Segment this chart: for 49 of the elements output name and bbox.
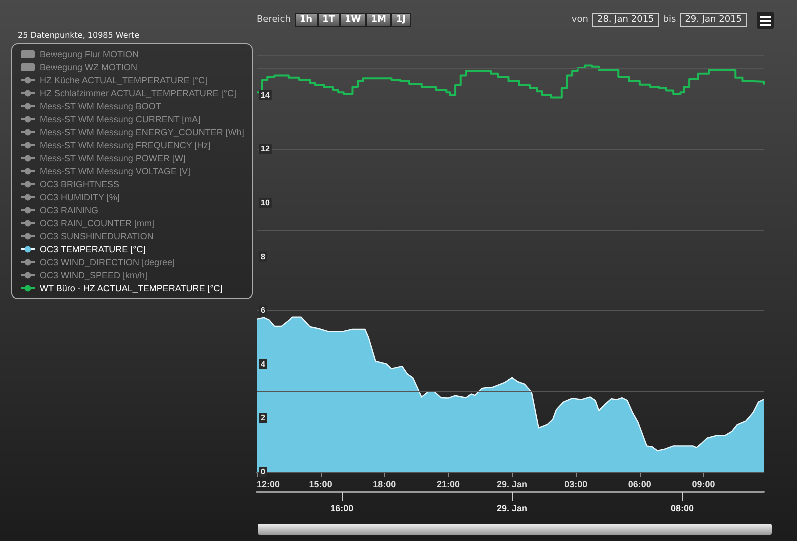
text: 1h	[294, 13, 318, 27]
legend-label: Mess-ST WM Messung FREQUENCY [Hz]	[40, 140, 211, 150]
x-tick-label: 18:00	[373, 480, 396, 490]
text: von	[572, 15, 588, 25]
x-tick-label: 09:00	[692, 480, 716, 490]
x-tick-label: 29. Jan	[497, 480, 528, 490]
text: 29. Jan 2015	[680, 13, 747, 27]
y-tick-label: 8	[261, 252, 266, 262]
x-tick-label: 21:00	[436, 480, 460, 490]
legend-label: Mess-ST WM Messung BOOT	[40, 102, 162, 112]
y-tick-label: 6	[261, 306, 266, 316]
text: bis	[663, 15, 676, 25]
x2-tick-label: 08:00	[670, 504, 694, 514]
text: 25 Datenpunkte, 10985 Werte	[18, 31, 140, 40]
legend-label: Mess-ST WM Messung POWER [W]	[40, 154, 186, 164]
legend-label: OC3 WIND_SPEED [km/h]	[40, 270, 148, 280]
x-tick-label: 06:00	[628, 480, 652, 490]
y-tick-label: 10	[261, 198, 270, 208]
legend-label: OC3 RAIN_COUNTER [mm]	[40, 218, 155, 228]
x-tick-label: 15:00	[309, 480, 332, 490]
x2-tick-label: 16:00	[330, 504, 354, 514]
y-tick-label: 4	[261, 360, 266, 369]
legend-label: Mess-ST WM Messung ENERGY_COUNTER [Wh]	[40, 128, 244, 138]
legend-label: OC3 RAINING	[40, 206, 99, 216]
y-tick-label: 14	[261, 90, 270, 100]
legend-label: Bewegung Flur MOTION	[40, 50, 140, 60]
legend-label: OC3 WIND_DIRECTION [degree]	[40, 258, 176, 268]
legend-label: Mess-ST WM Messung CURRENT [mA]	[40, 114, 201, 124]
legend-label: OC3 SUNSHINEDURATION	[40, 232, 154, 242]
legend-label: OC3 HUMIDITY [%]	[40, 192, 120, 202]
x2-tick-label: 29. Jan	[497, 504, 528, 514]
text: 1W	[340, 13, 366, 27]
y-tick-label: 12	[261, 144, 270, 154]
text: Bereich	[257, 15, 291, 25]
text: 1J	[391, 13, 412, 27]
legend-label: WT Büro - HZ ACTUAL_TEMPERATURE [°C]	[40, 284, 223, 294]
legend-label: Bewegung WZ MOTION	[40, 62, 138, 72]
legend-label: Mess-ST WM Messung VOLTAGE [V]	[40, 166, 191, 176]
legend-label: HZ Küche ACTUAL_TEMPERATURE [°C]	[40, 76, 208, 86]
y-tick-label: 2	[261, 414, 266, 423]
x-tick-label: 12:00	[257, 480, 280, 490]
legend-label: OC3 BRIGHTNESS	[40, 180, 120, 190]
text: 28. Jan 2015	[592, 13, 660, 27]
legend-label: HZ Schlafzimmer ACTUAL_TEMPERATURE [°C]	[40, 88, 236, 98]
y-tick-label: 0	[261, 468, 266, 476]
x-tick-label: 03:00	[564, 480, 588, 490]
text: 1M	[366, 13, 392, 27]
legend-label: OC3 TEMPERATURE [°C]	[40, 244, 146, 254]
text: 1T	[318, 13, 340, 27]
